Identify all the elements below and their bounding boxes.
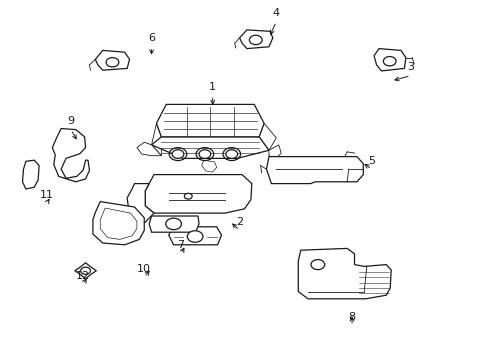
Circle shape	[199, 150, 210, 158]
Polygon shape	[95, 50, 129, 70]
Polygon shape	[266, 157, 363, 184]
Polygon shape	[145, 175, 251, 213]
Circle shape	[184, 193, 192, 199]
Polygon shape	[268, 145, 281, 158]
Polygon shape	[373, 49, 405, 71]
Text: 9: 9	[67, 116, 74, 126]
Text: 7: 7	[177, 240, 184, 250]
Circle shape	[172, 150, 183, 158]
Polygon shape	[201, 160, 216, 172]
Text: 4: 4	[272, 8, 279, 18]
Circle shape	[225, 150, 237, 158]
Polygon shape	[22, 160, 39, 189]
Text: 3: 3	[407, 62, 413, 72]
Polygon shape	[52, 129, 89, 182]
Text: 8: 8	[348, 312, 355, 322]
Circle shape	[187, 231, 203, 242]
Polygon shape	[168, 227, 221, 245]
Text: 12: 12	[76, 271, 90, 281]
Circle shape	[249, 35, 262, 45]
Text: 10: 10	[137, 264, 151, 274]
Text: 1: 1	[209, 82, 216, 92]
Polygon shape	[259, 123, 276, 150]
Polygon shape	[151, 123, 161, 156]
Polygon shape	[151, 137, 268, 158]
Circle shape	[165, 218, 181, 230]
Circle shape	[310, 260, 324, 270]
Circle shape	[383, 57, 395, 66]
Polygon shape	[137, 142, 161, 156]
Polygon shape	[149, 216, 199, 232]
Text: 5: 5	[367, 156, 374, 166]
Polygon shape	[127, 184, 154, 223]
Circle shape	[106, 58, 119, 67]
Polygon shape	[156, 104, 264, 137]
Polygon shape	[93, 202, 144, 245]
Text: 2: 2	[236, 217, 243, 227]
Polygon shape	[298, 248, 390, 299]
Polygon shape	[75, 263, 96, 279]
Polygon shape	[239, 30, 272, 49]
Text: 6: 6	[148, 33, 155, 43]
Text: 11: 11	[40, 190, 53, 200]
